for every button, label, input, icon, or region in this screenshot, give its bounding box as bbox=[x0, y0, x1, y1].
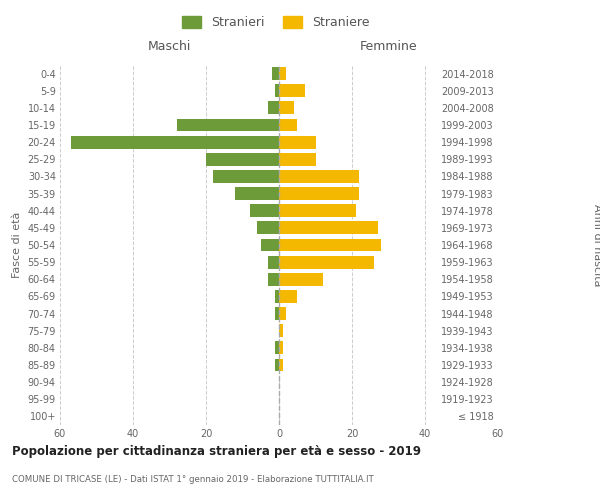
Bar bbox=[279, 290, 297, 303]
Bar bbox=[279, 118, 297, 132]
Bar bbox=[279, 273, 323, 285]
Bar bbox=[279, 324, 283, 337]
Bar bbox=[275, 290, 279, 303]
Bar bbox=[279, 358, 283, 372]
Bar bbox=[250, 204, 279, 217]
Bar bbox=[261, 238, 279, 252]
Bar bbox=[275, 307, 279, 320]
Bar bbox=[71, 136, 279, 148]
Bar bbox=[214, 170, 279, 183]
Text: Popolazione per cittadinanza straniera per età e sesso - 2019: Popolazione per cittadinanza straniera p… bbox=[12, 445, 421, 458]
Bar bbox=[279, 238, 381, 252]
Bar bbox=[257, 222, 279, 234]
Text: Anni di nascita: Anni di nascita bbox=[592, 204, 600, 286]
Bar bbox=[177, 118, 279, 132]
Bar bbox=[279, 136, 316, 148]
Bar bbox=[279, 307, 286, 320]
Bar bbox=[279, 204, 356, 217]
Text: COMUNE DI TRICASE (LE) - Dati ISTAT 1° gennaio 2019 - Elaborazione TUTTITALIA.IT: COMUNE DI TRICASE (LE) - Dati ISTAT 1° g… bbox=[12, 475, 374, 484]
Bar bbox=[275, 342, 279, 354]
Bar bbox=[279, 187, 359, 200]
Bar bbox=[235, 187, 279, 200]
Bar bbox=[279, 222, 377, 234]
Bar bbox=[268, 273, 279, 285]
Bar bbox=[279, 153, 316, 166]
Bar bbox=[279, 67, 286, 80]
Text: Femmine: Femmine bbox=[359, 40, 418, 53]
Bar bbox=[268, 102, 279, 114]
Bar bbox=[206, 153, 279, 166]
Text: Maschi: Maschi bbox=[148, 40, 191, 53]
Bar bbox=[279, 256, 374, 268]
Bar bbox=[279, 342, 283, 354]
Bar bbox=[275, 84, 279, 97]
Y-axis label: Fasce di età: Fasce di età bbox=[12, 212, 22, 278]
Bar bbox=[279, 170, 359, 183]
Bar bbox=[268, 256, 279, 268]
Bar bbox=[272, 67, 279, 80]
Bar bbox=[275, 358, 279, 372]
Bar bbox=[279, 84, 305, 97]
Bar bbox=[279, 102, 293, 114]
Legend: Stranieri, Straniere: Stranieri, Straniere bbox=[178, 11, 374, 34]
